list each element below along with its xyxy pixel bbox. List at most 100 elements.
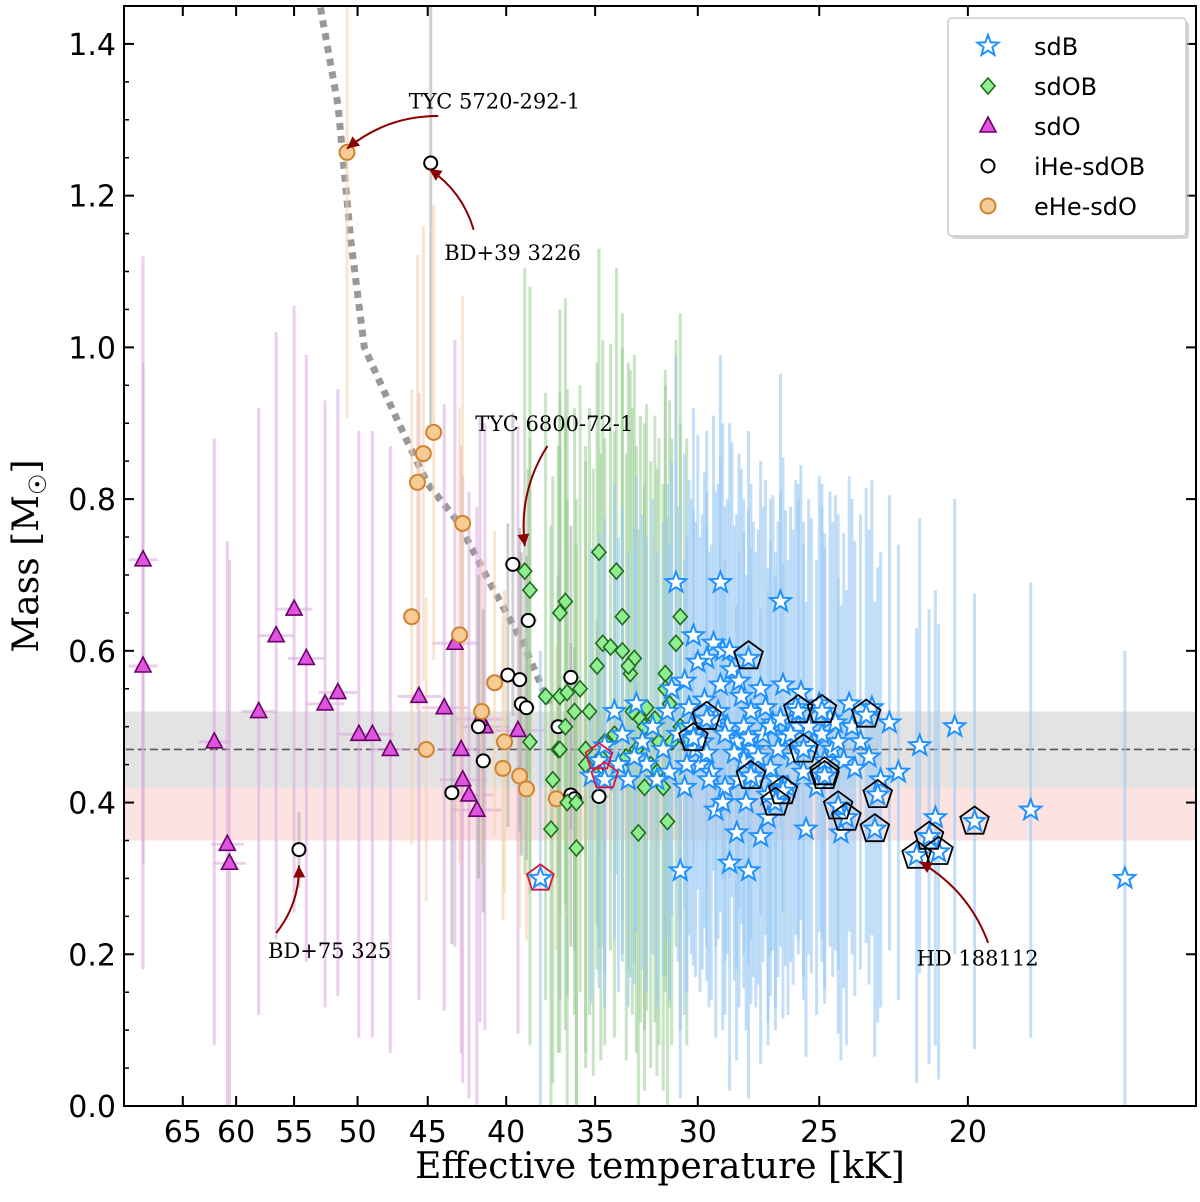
sdob-point: [620, 656, 637, 676]
highlight-pentagon: [806, 693, 838, 723]
highlight-pentagon: [862, 778, 894, 808]
sdb-point: [777, 720, 804, 746]
highlight-pentagon: [767, 775, 799, 805]
sdo-point: [363, 723, 382, 742]
x-tick-label: 40: [487, 1115, 525, 1150]
sdb-point: [735, 724, 762, 750]
sdob-point: [566, 702, 583, 721]
sdb-point: [671, 667, 698, 693]
y-tick-label: 0.0: [68, 1090, 116, 1125]
sdb-point: [649, 735, 677, 761]
legend: sdB sdOB sdO iHe-sdOB eHe-sdO: [947, 17, 1189, 239]
sdob-point: [636, 778, 653, 797]
sdb-point: [785, 697, 812, 723]
sdb-point: [730, 712, 757, 738]
highlight-pentagon: [923, 835, 954, 865]
sdb-point: [691, 686, 718, 712]
sdb-point: [1017, 796, 1044, 822]
sdb-point: [885, 758, 912, 784]
highlight-pentagon: [859, 812, 891, 843]
sdo-point: [296, 647, 316, 666]
sdb-point: [747, 674, 774, 701]
sdb-point: [747, 822, 774, 848]
ehe-sdo-point: [494, 759, 512, 777]
sdb-point: [673, 750, 701, 776]
highlight-pentagon: [733, 639, 764, 670]
sdb-point: [1111, 864, 1139, 890]
sdob-point: [659, 812, 676, 831]
sdob-point: [614, 641, 631, 661]
sdb-point: [615, 765, 642, 792]
sdb-point: [764, 735, 792, 761]
bd39-label: BD+39 3226: [444, 241, 581, 265]
y-tick-label: 0.4: [68, 787, 116, 822]
tyc-5720-arrow: [346, 114, 439, 150]
evolutionary-track: [316, 6, 553, 706]
y-tick-label: 0.2: [68, 938, 116, 973]
sdb-point: [735, 856, 762, 883]
sdb-point: [662, 568, 690, 594]
highlight-pentagon: [735, 759, 767, 789]
sdob-point: [614, 607, 631, 626]
sdob-point: [544, 770, 561, 790]
ehe-sdo-point: [403, 608, 421, 626]
highlight-pentagon: [831, 801, 862, 831]
sdb-point: [654, 697, 681, 723]
sdo-point: [133, 655, 153, 673]
sdb-point: [867, 765, 894, 792]
sdb-point: [693, 705, 720, 731]
sdb-point: [716, 849, 743, 875]
sdb-point: [716, 636, 743, 663]
x-tick-label: 65: [164, 1115, 202, 1150]
legend-label-sdb: sdB: [1034, 33, 1078, 61]
ehe-sdo-point: [486, 674, 504, 692]
sdb-point: [762, 788, 789, 814]
sdob-point: [521, 732, 538, 752]
highlight-pentagon-red: [525, 863, 555, 891]
y-axis-title-end: ]: [6, 459, 47, 473]
hd188112-arrowhead: [919, 861, 934, 873]
sdo-point: [451, 738, 471, 757]
x-tick-label: 30: [679, 1115, 717, 1150]
sdb-point: [792, 815, 820, 841]
sdb-point: [915, 822, 943, 848]
sdo-point: [409, 685, 429, 704]
sdob-point: [667, 634, 685, 653]
sdb-point: [591, 765, 618, 792]
sdo-point: [266, 624, 286, 643]
sdo-point: [133, 549, 153, 567]
plot-frame: [123, 5, 1197, 1107]
sdob-point: [608, 561, 625, 581]
y-tick-label: 0.8: [68, 483, 116, 518]
sdb-point: [728, 682, 755, 708]
highlight-pentagon: [959, 805, 990, 835]
sdb-point: [769, 671, 797, 697]
ehe-sdo-point: [425, 423, 443, 441]
y-tick-label: 1.2: [68, 180, 116, 215]
sdo-point: [217, 833, 237, 852]
sdb-point: [744, 743, 772, 769]
x-axis-title: Effective temperature [kK]: [415, 1146, 905, 1187]
ihe-sdob-point: [520, 612, 536, 628]
sdob-point: [542, 819, 560, 839]
sdb-point: [864, 781, 891, 807]
sdb-point: [922, 803, 949, 829]
y-axis-title-main: Mass [M: [6, 495, 47, 653]
sdb-point: [591, 731, 618, 757]
x-tick-label: 20: [949, 1115, 987, 1150]
sdb-point: [725, 667, 753, 693]
legend-marker-sdob: [979, 76, 997, 96]
sdb-point: [709, 788, 736, 814]
sdo-point: [467, 799, 487, 817]
sdb-point: [833, 803, 860, 829]
sdb-point: [623, 690, 650, 716]
tyc-5720-arrowhead: [347, 136, 361, 149]
ihe-sdob-point: [563, 669, 579, 685]
legend-label-sdob: sdOB: [1034, 73, 1097, 101]
sdb-point: [601, 697, 628, 723]
hd188112-label: HD 188112: [917, 947, 1039, 971]
highlight-pentagon-red: [584, 741, 614, 770]
sdob-point: [568, 838, 585, 858]
sdo-point: [220, 852, 239, 871]
bd39-arrowhead: [429, 169, 443, 181]
